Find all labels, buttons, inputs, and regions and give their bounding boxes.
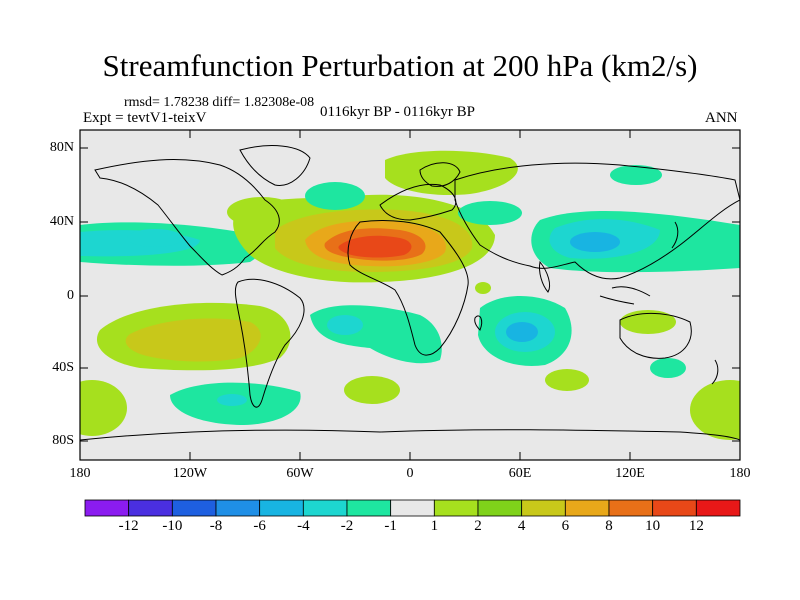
colorbar-label: 10 <box>645 518 661 534</box>
contour-australia-max <box>620 310 676 334</box>
coast-new-zealand <box>711 359 719 385</box>
coast-indonesia <box>599 286 651 305</box>
colorbar-swatch <box>302 499 348 517</box>
colorbar-swatch <box>215 499 261 517</box>
coast-scandinavia <box>419 162 461 187</box>
colorbar-label: -10 <box>162 518 183 534</box>
colorbar-label: -1 <box>384 518 397 534</box>
contour-pacific-min <box>127 229 183 247</box>
colorbar-label: -12 <box>118 518 139 534</box>
colorbar-swatch <box>652 499 697 517</box>
lon-label: 60W <box>286 466 314 481</box>
colorbar-label: 6 <box>561 518 570 534</box>
colorbar-label: 4 <box>517 518 526 534</box>
coast-south-america <box>234 278 305 408</box>
coast-madagascar <box>474 315 483 331</box>
colorbar-swatch <box>84 499 130 517</box>
colorbar-label: -8 <box>209 518 223 534</box>
contour-fields <box>80 130 740 460</box>
contour-so-max-mid <box>344 376 400 404</box>
lon-label: 120W <box>172 466 208 481</box>
colorbar <box>84 499 741 517</box>
lon-label: 120E <box>615 466 645 481</box>
lon-label: 180 <box>69 466 91 481</box>
lat-label: 80S <box>52 433 74 448</box>
season-label: ANN <box>705 110 738 126</box>
contour-s-pacific-4 <box>125 318 261 362</box>
coast-antarctica <box>80 429 740 441</box>
coast-india <box>539 260 551 293</box>
colorbar-label: 2 <box>474 518 482 534</box>
contour-n-atlantic-min <box>305 182 365 210</box>
experiment-label: Expt = tevtV1-teixV <box>83 110 207 126</box>
coast-europe <box>379 183 457 221</box>
contour-so-max-west <box>80 380 127 436</box>
colorbar-swatch <box>346 499 392 517</box>
contour-southern-ocean-core <box>217 394 247 406</box>
colorbar-label: -4 <box>297 518 310 534</box>
colorbar-swatch <box>477 499 523 517</box>
coast-japan <box>671 221 679 249</box>
colorbar-swatch <box>171 499 217 517</box>
colorbar-swatch <box>695 499 741 517</box>
lat-label: 80N <box>49 140 74 155</box>
contour-so-max-east <box>690 380 740 440</box>
lon-label: 180 <box>729 466 751 481</box>
contour-caspian-min <box>458 201 522 225</box>
coast-africa <box>347 220 469 356</box>
contour-s-atlantic-core <box>327 315 363 335</box>
coast-australia <box>619 312 692 359</box>
contour-siberia-min <box>610 165 662 185</box>
contour-tibet-min <box>570 232 620 252</box>
lat-label: 40N <box>49 214 74 229</box>
colorbar-swatch <box>564 499 610 517</box>
colorbar-label: 12 <box>688 518 704 534</box>
colorbar-swatch <box>128 499 173 517</box>
contour-arctic-max <box>385 150 518 196</box>
colorbar-swatch <box>521 499 566 517</box>
contour-s-indian-3 <box>506 322 538 342</box>
contour-africa-10 <box>338 235 412 258</box>
lon-label: 60E <box>508 466 532 481</box>
coast-asia <box>454 162 740 280</box>
colorbar-swatch <box>433 499 479 517</box>
stats-label: rmsd= 1.78238 diff= 1.82308e-08 <box>124 95 315 110</box>
period-label: 0116kyr BP - 0116kyr BP <box>320 104 476 120</box>
contour-arabia-max <box>475 282 491 294</box>
contour-so-max-indian <box>545 369 589 391</box>
colorbar-swatch <box>608 499 654 517</box>
colorbar-swatch <box>390 499 435 517</box>
coast-north-america <box>94 159 280 276</box>
coast-greenland <box>239 145 311 186</box>
lat-label: 0 <box>67 288 74 303</box>
axis-ticks <box>80 130 740 460</box>
lon-label: 0 <box>406 466 414 481</box>
colorbar-swatch <box>259 499 304 517</box>
contour-australia-south-min <box>650 358 686 378</box>
colorbar-label: 8 <box>605 518 613 534</box>
contour-n-america-max <box>227 197 297 227</box>
plot-title: Streamfunction Perturbation at 200 hPa (… <box>102 48 698 83</box>
colorbar-label: -6 <box>253 518 266 534</box>
colorbar-label: -2 <box>340 518 354 534</box>
coastlines <box>80 145 740 441</box>
lat-label: 40S <box>52 360 74 375</box>
colorbar-label: 1 <box>430 518 439 534</box>
